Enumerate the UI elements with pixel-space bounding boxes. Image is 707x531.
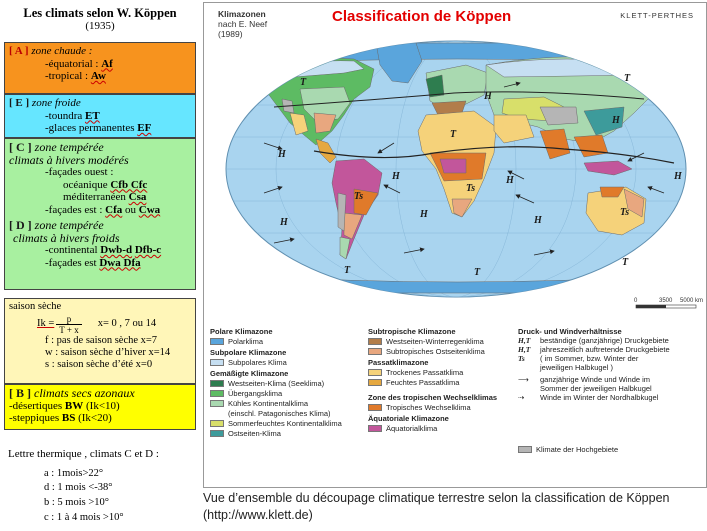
group-d-heading: [ D ] zone tempérée (9, 218, 104, 232)
pressure-symbol: H (611, 115, 621, 126)
group-b-desertic: -désertiques BW (Ik<10) (9, 399, 120, 412)
dry-season-f: f : pas de saison sèche x=7 (45, 335, 158, 346)
pressure-symbol: H (673, 171, 683, 182)
legend-col-3: Druck- und Windverhältnisse H,T beständig… (518, 325, 704, 454)
klimazonen-map: H H H H H H H H H T T T T T T Ts Ts Ts 0… (203, 2, 707, 488)
pressure-symbol: T (622, 257, 629, 268)
legend-item: Tropisches Wechselklima (368, 402, 518, 412)
group-c-mediterranean: méditerranéen Csa (63, 191, 147, 203)
pressure-symbol: Ts (466, 183, 475, 194)
map-header: Klimazonen nach E. Neef (1989) (218, 9, 268, 39)
legend-pressure-note: jeweiligen Halbkugel ) (540, 363, 613, 372)
page-title: Les climats selon W. Köppen (23, 6, 177, 20)
legend-item: Polarklima (210, 336, 370, 346)
group-c-facade-west: -façades ouest : (45, 166, 114, 178)
legend-wind-item: ⟶ ganzjährige Winde und Winde im (518, 375, 651, 384)
pressure-symbol: H (483, 91, 493, 102)
group-e-heading: [ E ] zone froide (9, 97, 81, 109)
figure-caption: Vue d’ensemble du découpage climatique t… (203, 491, 670, 522)
dry-season-s: s : saison sèche d’été x=0 (45, 359, 153, 370)
legend-item: Subtropisches Ostseitenklima (368, 346, 518, 356)
map-overlay-title: Classification de Köppen (332, 8, 512, 25)
group-c-facade-east: -façades est : Cfa ou Cwa (45, 203, 161, 216)
dry-season-label: saison sèche (9, 301, 62, 312)
legend-item: Ostseiten-Klima (210, 428, 370, 438)
group-c-d-box: [ C ] zone tempérée climats à hivers mod… (4, 138, 196, 290)
pressure-symbol: H (277, 149, 287, 160)
legend-wind-note: Sommer der jeweiligen Halbkugel (540, 384, 652, 393)
thermal-letter-label: Lettre thermique , climats C et D : (8, 448, 159, 460)
pressure-symbol: H (505, 175, 515, 186)
thermal-row: a : 1mois>22° (44, 468, 104, 479)
group-c-subheading: climats à hivers modérés (9, 152, 129, 167)
group-a-item: -équatorial : Af (45, 57, 113, 70)
group-b-box: [ B ] climats secs azonaux -désertiques … (4, 384, 196, 430)
group-a-heading: [ A ] zone chaude : (9, 45, 93, 57)
legend-col-2: Subtropische Klimazone Westseiten-Winter… (368, 325, 518, 433)
legend-wind-item: ⇢ Winde im Winter der Nordhalbkugel (518, 393, 659, 402)
legend-item: Klimate der Hochgebiete (518, 444, 704, 454)
group-a-item: -tropical : Aw (45, 70, 106, 82)
legend-item: Übergangsklima (210, 388, 370, 398)
map-legend: Polare Klimazone Polarklima Subpolare Kl… (204, 321, 706, 487)
pressure-symbol: H (391, 171, 401, 182)
legend-item: Westseiten-Klima (Seeklima) (210, 378, 370, 388)
group-b-steppic: -steppiques BS (Ik<20) (9, 412, 112, 424)
scale-label: 0 (634, 298, 638, 304)
legend-col-1: Polare Klimazone Polarklima Subpolare Kl… (210, 325, 370, 438)
pressure-symbol: H (533, 215, 543, 226)
pressure-symbol: T (624, 73, 631, 84)
scale-label: 5000 km (680, 298, 703, 304)
legend-item: Westseiten-Winterregenklima (368, 336, 518, 346)
legend-item: Sommerfeuchtes Kontinentalklima (210, 418, 370, 428)
left-panel: Les climats selon W. Köppen (1935) [ A ]… (0, 0, 200, 531)
publisher-logo: KLETT-PERTHES (620, 11, 694, 20)
group-e-box: [ E ] zone froide -toundra ET -glaces pe… (4, 94, 196, 138)
pressure-symbol: T (450, 129, 457, 140)
group-c-heading: [ C ] zone tempérée (9, 140, 104, 154)
group-a-box: [ A ] zone chaude : -équatorial : Af -tr… (4, 42, 196, 94)
pressure-symbol: T (344, 265, 351, 276)
group-b-heading: [ B ] climats secs azonaux (9, 386, 135, 400)
pressure-symbol: H (419, 209, 429, 220)
world-map-graphic: H H H H H H H H H T T T T T T Ts Ts Ts 0… (225, 40, 703, 309)
scale-label: 3500 (659, 298, 673, 304)
legend-pressure-item: H,T jahreszeitlich auftretende Druckgebie… (518, 345, 670, 354)
dry-season-w: w : saison sèche d’hiver x=14 (45, 347, 171, 358)
group-d-subheading: climats à hivers froids (13, 230, 120, 245)
legend-item-note: (einschl. Patagonisches Klima) (228, 408, 331, 418)
group-d-continental: -continental Dwb-d Dfb-c (45, 244, 162, 256)
legend-item: Trockenes Passatklima (368, 367, 518, 377)
thermal-row: d : 1 mois <-38° (44, 482, 113, 493)
group-d-facades-east: -façades est Dwa Dfa (45, 256, 141, 269)
legend-item: Kühles Kontinentalklima (210, 398, 370, 408)
thermal-row: b : 5 mois >10° (44, 497, 109, 508)
pressure-symbol: Ts (620, 207, 629, 218)
group-e-item: -toundra ET (45, 109, 100, 122)
legend-item: Subpolares Klima (210, 357, 370, 367)
pressure-symbol: T (300, 77, 307, 88)
legend-item: Feuchtes Passatklima (368, 377, 518, 387)
legend-pressure-item: Ts( im Sommer, bzw. Winter der (518, 354, 639, 363)
group-c-oceanic: océanique Cfb Cfc (63, 178, 148, 191)
pressure-symbol: H (279, 217, 289, 228)
legend-item: Äquatorialklima (368, 423, 518, 433)
group-e-item: -glaces permanentes EF (45, 122, 152, 134)
thermal-row: c : 1 à 4 mois >10° (44, 512, 124, 523)
page-year: (1935) (85, 20, 115, 32)
pressure-symbol: T (474, 267, 481, 278)
legend-pressure-item: H,T beständige (ganzjährige) Druckgebiete (518, 336, 669, 345)
pressure-symbol: Ts (354, 191, 363, 202)
